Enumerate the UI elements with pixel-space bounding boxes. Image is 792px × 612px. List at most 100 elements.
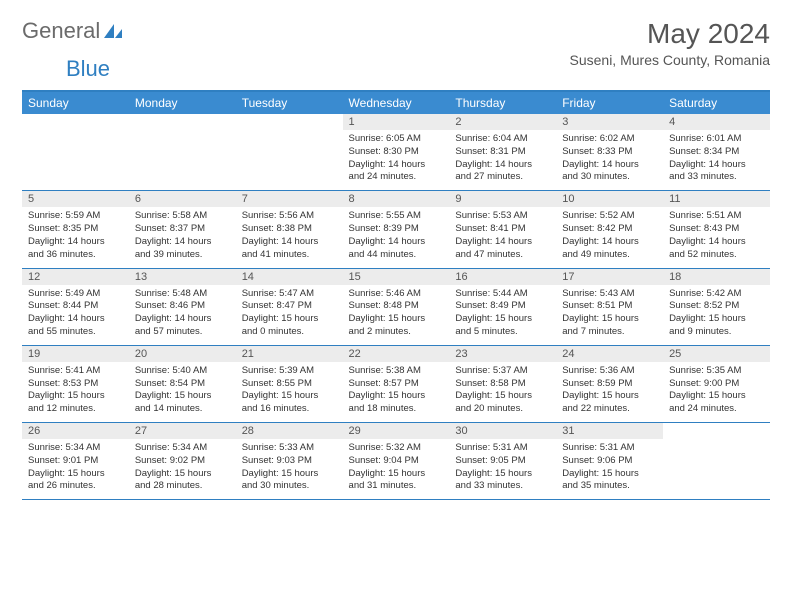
day-details: Sunrise: 5:44 AMSunset: 8:49 PMDaylight:…: [449, 285, 556, 345]
calendar-cell: 6Sunrise: 5:58 AMSunset: 8:37 PMDaylight…: [129, 191, 236, 268]
calendar-cell: 28Sunrise: 5:33 AMSunset: 9:03 PMDayligh…: [236, 423, 343, 500]
calendar-cell: 1Sunrise: 6:05 AMSunset: 8:30 PMDaylight…: [343, 114, 450, 191]
day-details: Sunrise: 5:42 AMSunset: 8:52 PMDaylight:…: [663, 285, 770, 345]
calendar-cell: [236, 114, 343, 191]
day-number: 26: [22, 423, 129, 439]
calendar-cell: 4Sunrise: 6:01 AMSunset: 8:34 PMDaylight…: [663, 114, 770, 191]
day-number: 5: [22, 191, 129, 207]
calendar-cell: 22Sunrise: 5:38 AMSunset: 8:57 PMDayligh…: [343, 345, 450, 422]
day-details: Sunrise: 5:35 AMSunset: 9:00 PMDaylight:…: [663, 362, 770, 422]
day-details: [22, 118, 129, 178]
day-number: 9: [449, 191, 556, 207]
calendar-cell: [129, 114, 236, 191]
day-details: Sunrise: 5:34 AMSunset: 9:01 PMDaylight:…: [22, 439, 129, 499]
day-details: Sunrise: 5:40 AMSunset: 8:54 PMDaylight:…: [129, 362, 236, 422]
calendar-cell: 18Sunrise: 5:42 AMSunset: 8:52 PMDayligh…: [663, 268, 770, 345]
weekday-header: Friday: [556, 92, 663, 114]
day-details: Sunrise: 5:43 AMSunset: 8:51 PMDaylight:…: [556, 285, 663, 345]
calendar-cell: 30Sunrise: 5:31 AMSunset: 9:05 PMDayligh…: [449, 423, 556, 500]
day-details: [663, 427, 770, 487]
day-number: 16: [449, 269, 556, 285]
day-number: 14: [236, 269, 343, 285]
calendar-cell: 25Sunrise: 5:35 AMSunset: 9:00 PMDayligh…: [663, 345, 770, 422]
day-details: Sunrise: 5:41 AMSunset: 8:53 PMDaylight:…: [22, 362, 129, 422]
calendar-table: SundayMondayTuesdayWednesdayThursdayFrid…: [22, 92, 770, 500]
day-details: Sunrise: 5:31 AMSunset: 9:05 PMDaylight:…: [449, 439, 556, 499]
day-number: 19: [22, 346, 129, 362]
calendar-head: SundayMondayTuesdayWednesdayThursdayFrid…: [22, 92, 770, 114]
day-number: 7: [236, 191, 343, 207]
day-details: Sunrise: 5:51 AMSunset: 8:43 PMDaylight:…: [663, 207, 770, 267]
calendar-week: 12Sunrise: 5:49 AMSunset: 8:44 PMDayligh…: [22, 268, 770, 345]
calendar-cell: 5Sunrise: 5:59 AMSunset: 8:35 PMDaylight…: [22, 191, 129, 268]
day-details: Sunrise: 5:34 AMSunset: 9:02 PMDaylight:…: [129, 439, 236, 499]
day-number: 23: [449, 346, 556, 362]
day-details: Sunrise: 6:02 AMSunset: 8:33 PMDaylight:…: [556, 130, 663, 190]
calendar-week: 5Sunrise: 5:59 AMSunset: 8:35 PMDaylight…: [22, 191, 770, 268]
calendar-cell: [663, 423, 770, 500]
day-details: Sunrise: 5:46 AMSunset: 8:48 PMDaylight:…: [343, 285, 450, 345]
calendar-cell: 27Sunrise: 5:34 AMSunset: 9:02 PMDayligh…: [129, 423, 236, 500]
title-block: May 2024 Suseni, Mures County, Romania: [570, 18, 771, 68]
day-number: 20: [129, 346, 236, 362]
day-details: Sunrise: 6:01 AMSunset: 8:34 PMDaylight:…: [663, 130, 770, 190]
calendar-cell: 15Sunrise: 5:46 AMSunset: 8:48 PMDayligh…: [343, 268, 450, 345]
calendar-cell: 31Sunrise: 5:31 AMSunset: 9:06 PMDayligh…: [556, 423, 663, 500]
brand-part2: Blue: [66, 56, 110, 82]
day-number: 31: [556, 423, 663, 439]
day-details: Sunrise: 6:04 AMSunset: 8:31 PMDaylight:…: [449, 130, 556, 190]
calendar-cell: 10Sunrise: 5:52 AMSunset: 8:42 PMDayligh…: [556, 191, 663, 268]
day-number: 25: [663, 346, 770, 362]
day-details: Sunrise: 5:36 AMSunset: 8:59 PMDaylight:…: [556, 362, 663, 422]
calendar-cell: 19Sunrise: 5:41 AMSunset: 8:53 PMDayligh…: [22, 345, 129, 422]
day-number: 18: [663, 269, 770, 285]
day-details: Sunrise: 5:55 AMSunset: 8:39 PMDaylight:…: [343, 207, 450, 267]
day-details: Sunrise: 5:32 AMSunset: 9:04 PMDaylight:…: [343, 439, 450, 499]
calendar-cell: 21Sunrise: 5:39 AMSunset: 8:55 PMDayligh…: [236, 345, 343, 422]
sail-icon: [102, 22, 124, 40]
calendar-cell: 29Sunrise: 5:32 AMSunset: 9:04 PMDayligh…: [343, 423, 450, 500]
day-number: 12: [22, 269, 129, 285]
calendar-cell: 17Sunrise: 5:43 AMSunset: 8:51 PMDayligh…: [556, 268, 663, 345]
day-details: Sunrise: 6:05 AMSunset: 8:30 PMDaylight:…: [343, 130, 450, 190]
weekday-header: Wednesday: [343, 92, 450, 114]
day-number: 27: [129, 423, 236, 439]
day-number: 28: [236, 423, 343, 439]
calendar-cell: 7Sunrise: 5:56 AMSunset: 8:38 PMDaylight…: [236, 191, 343, 268]
day-number: 21: [236, 346, 343, 362]
calendar-cell: 3Sunrise: 6:02 AMSunset: 8:33 PMDaylight…: [556, 114, 663, 191]
day-number: 24: [556, 346, 663, 362]
weekday-header: Saturday: [663, 92, 770, 114]
day-number: 17: [556, 269, 663, 285]
weekday-header: Thursday: [449, 92, 556, 114]
weekday-header: Tuesday: [236, 92, 343, 114]
day-details: Sunrise: 5:33 AMSunset: 9:03 PMDaylight:…: [236, 439, 343, 499]
calendar-cell: 8Sunrise: 5:55 AMSunset: 8:39 PMDaylight…: [343, 191, 450, 268]
day-details: Sunrise: 5:39 AMSunset: 8:55 PMDaylight:…: [236, 362, 343, 422]
calendar-cell: 26Sunrise: 5:34 AMSunset: 9:01 PMDayligh…: [22, 423, 129, 500]
day-number: 30: [449, 423, 556, 439]
calendar-week: 19Sunrise: 5:41 AMSunset: 8:53 PMDayligh…: [22, 345, 770, 422]
calendar-cell: 20Sunrise: 5:40 AMSunset: 8:54 PMDayligh…: [129, 345, 236, 422]
day-details: Sunrise: 5:48 AMSunset: 8:46 PMDaylight:…: [129, 285, 236, 345]
day-number: 22: [343, 346, 450, 362]
calendar-cell: 13Sunrise: 5:48 AMSunset: 8:46 PMDayligh…: [129, 268, 236, 345]
day-details: Sunrise: 5:37 AMSunset: 8:58 PMDaylight:…: [449, 362, 556, 422]
calendar-week: 26Sunrise: 5:34 AMSunset: 9:01 PMDayligh…: [22, 423, 770, 500]
month-title: May 2024: [570, 18, 771, 50]
day-number: 10: [556, 191, 663, 207]
day-details: [236, 118, 343, 178]
day-details: Sunrise: 5:53 AMSunset: 8:41 PMDaylight:…: [449, 207, 556, 267]
weekday-header: Monday: [129, 92, 236, 114]
calendar-cell: [22, 114, 129, 191]
day-number: 8: [343, 191, 450, 207]
day-details: Sunrise: 5:52 AMSunset: 8:42 PMDaylight:…: [556, 207, 663, 267]
calendar-cell: 24Sunrise: 5:36 AMSunset: 8:59 PMDayligh…: [556, 345, 663, 422]
day-number: 11: [663, 191, 770, 207]
calendar-cell: 12Sunrise: 5:49 AMSunset: 8:44 PMDayligh…: [22, 268, 129, 345]
calendar-cell: 16Sunrise: 5:44 AMSunset: 8:49 PMDayligh…: [449, 268, 556, 345]
day-number: 1: [343, 114, 450, 130]
day-details: Sunrise: 5:49 AMSunset: 8:44 PMDaylight:…: [22, 285, 129, 345]
day-number: 29: [343, 423, 450, 439]
calendar-cell: 23Sunrise: 5:37 AMSunset: 8:58 PMDayligh…: [449, 345, 556, 422]
